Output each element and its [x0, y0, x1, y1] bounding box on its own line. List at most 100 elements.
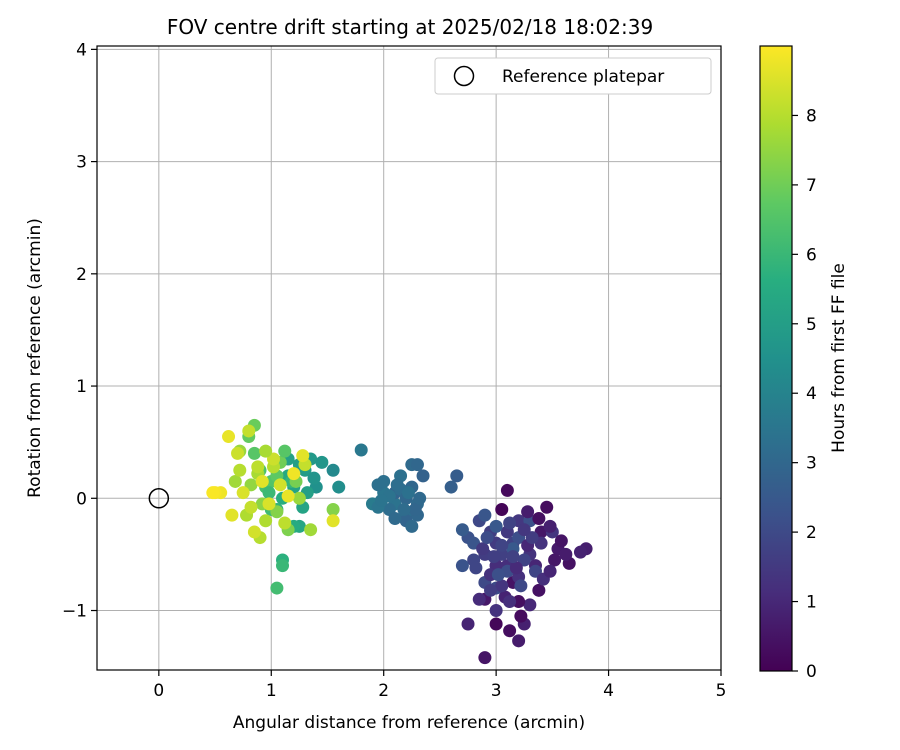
data-point	[401, 486, 415, 500]
x-axis-label: Angular distance from reference (arcmin)	[233, 713, 585, 733]
data-point	[377, 474, 391, 488]
data-point	[476, 542, 490, 556]
data-point	[573, 545, 587, 559]
data-point	[543, 564, 557, 578]
colorbar-tick-label: 6	[806, 245, 817, 265]
colorbar-gradient	[759, 45, 793, 672]
data-point	[478, 508, 492, 522]
y-tick-label: 0	[76, 489, 87, 509]
data-point	[413, 491, 427, 505]
data-point	[225, 508, 239, 522]
data-point	[489, 617, 503, 631]
legend-entry: Reference platepar	[502, 67, 664, 87]
colorbar-tick-label: 2	[806, 523, 817, 543]
data-point	[307, 471, 321, 485]
y-axis-label: Rotation from reference (arcmin)	[25, 218, 45, 498]
data-point	[244, 500, 258, 514]
data-point	[503, 595, 517, 609]
colorbar-tick-label: 5	[806, 315, 817, 335]
data-point	[495, 503, 509, 517]
colorbar-tick-label: 3	[806, 454, 817, 474]
y-tick-label: 3	[76, 153, 87, 173]
data-point	[326, 514, 340, 528]
data-point	[517, 553, 531, 567]
data-point	[469, 561, 483, 575]
data-point	[472, 592, 486, 606]
data-point	[554, 534, 568, 548]
data-point	[525, 531, 539, 545]
data-point	[444, 480, 458, 494]
data-point	[374, 494, 388, 508]
data-point	[478, 651, 492, 665]
chart-title: FOV centre drift starting at 2025/02/18 …	[167, 15, 653, 39]
data-points	[206, 418, 593, 665]
data-point	[281, 489, 295, 503]
x-tick-label: 4	[603, 681, 614, 701]
data-point	[326, 463, 340, 477]
data-point	[509, 561, 523, 575]
data-point	[455, 523, 469, 537]
data-point	[450, 469, 464, 483]
data-point	[231, 446, 245, 460]
data-point	[514, 579, 528, 593]
data-point	[228, 474, 242, 488]
data-point	[222, 430, 236, 444]
data-point	[495, 538, 509, 552]
data-point	[315, 455, 329, 469]
x-tick-label: 5	[716, 681, 727, 701]
data-point	[236, 486, 250, 500]
data-point	[517, 523, 531, 537]
data-point	[388, 511, 402, 525]
data-point	[251, 460, 265, 474]
data-point	[543, 519, 557, 533]
data-point	[326, 503, 340, 517]
y-tick-label: 1	[76, 377, 87, 397]
colorbar-tick-label: 0	[806, 662, 817, 682]
colorbar-tick-label: 7	[806, 176, 817, 196]
data-point	[491, 568, 505, 582]
data-point	[397, 503, 411, 517]
data-point	[408, 503, 422, 517]
colorbar-tick-label: 1	[806, 593, 817, 613]
data-point	[523, 598, 537, 612]
colorbar-tick-label: 8	[806, 106, 817, 126]
reference-marker	[148, 488, 170, 509]
x-tick-label: 0	[153, 681, 164, 701]
data-point	[233, 463, 247, 477]
data-point	[287, 467, 301, 481]
data-point	[332, 480, 346, 494]
data-point	[304, 523, 318, 537]
colorbar-label: Hours from first FF file	[829, 263, 849, 453]
data-point	[278, 516, 292, 530]
x-axis-ticks: 0 1 2 3 4 5	[153, 670, 726, 701]
data-point	[489, 604, 503, 618]
data-point	[255, 474, 269, 488]
data-point	[270, 505, 284, 519]
data-point	[206, 486, 220, 500]
legend: Reference platepar	[434, 57, 712, 95]
grid-lines	[97, 46, 722, 670]
data-point	[484, 583, 498, 597]
legend-box	[434, 57, 712, 95]
colorbar-ticks: 0 1 2 3 4 5 6 7 8	[792, 106, 817, 682]
plot-frame	[96, 45, 722, 671]
data-point	[416, 469, 430, 483]
data-point	[512, 634, 526, 648]
x-tick-label: 2	[378, 681, 389, 701]
data-point	[296, 449, 310, 463]
x-tick-label: 1	[266, 681, 277, 701]
data-point	[273, 478, 287, 492]
data-point	[455, 559, 469, 573]
data-point	[503, 516, 517, 530]
y-axis-ticks: −1 0 1 2 3 4	[62, 40, 97, 622]
data-point	[354, 443, 368, 457]
colorbar: 0 1 2 3 4 5 6 7 8 Hours from first FF file	[759, 45, 849, 682]
data-point	[540, 500, 554, 514]
data-point	[521, 505, 535, 519]
colorbar-tick-label: 4	[806, 384, 817, 404]
data-point	[512, 595, 526, 609]
y-tick-label: −1	[62, 602, 87, 622]
data-point	[559, 547, 573, 561]
data-point	[405, 519, 419, 533]
